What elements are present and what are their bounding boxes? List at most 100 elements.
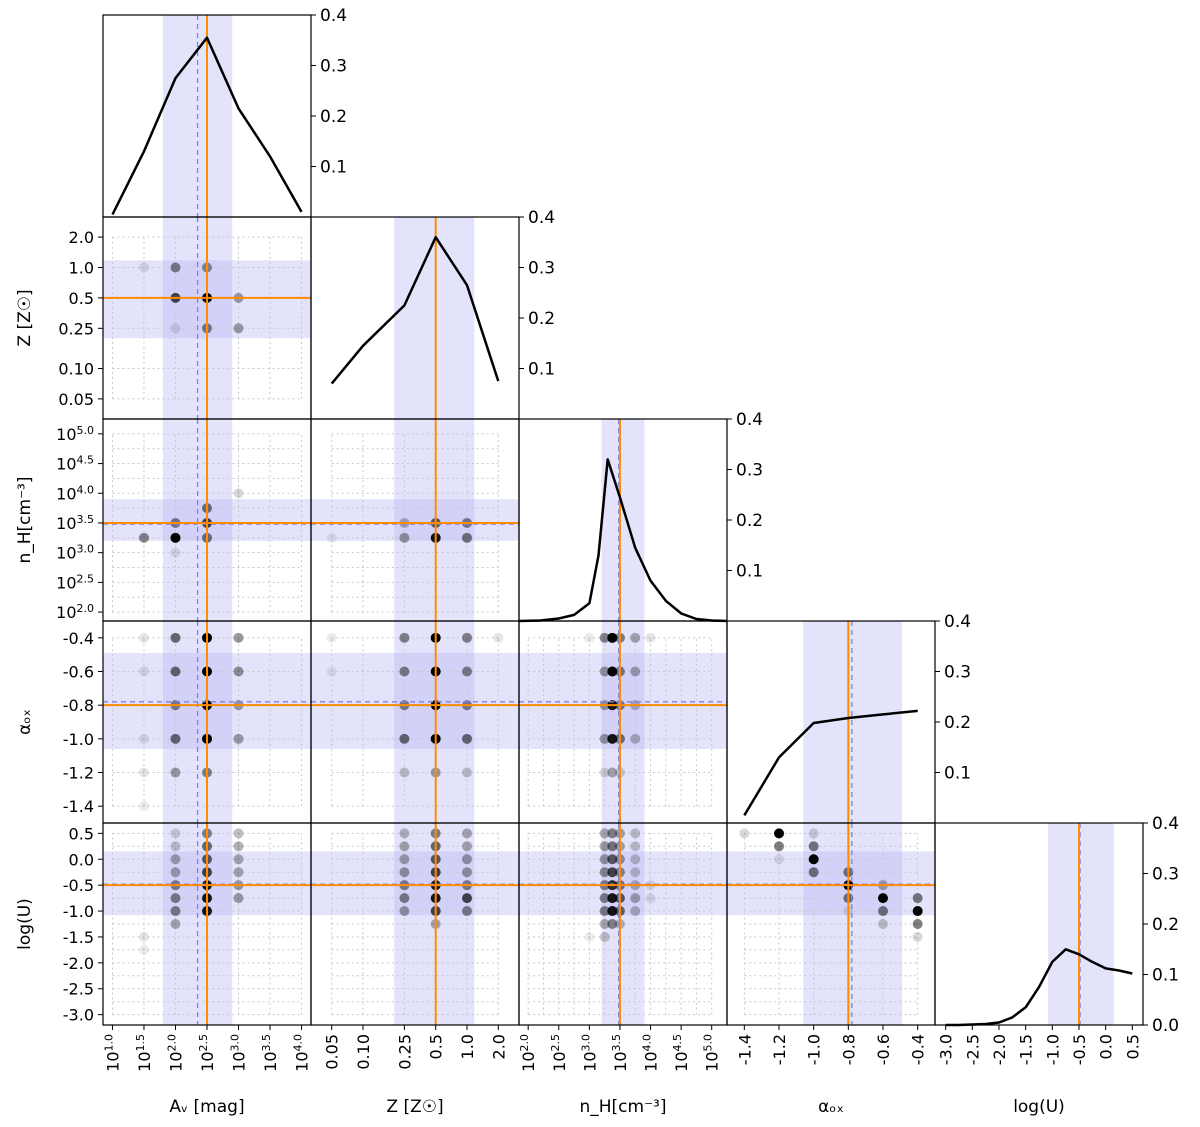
y-tick-label: -0.8 <box>63 696 94 715</box>
joint-point <box>630 893 641 904</box>
joint-point <box>233 323 244 334</box>
joint-point <box>170 919 181 929</box>
joint-point <box>462 906 472 917</box>
marginal-tick-label: 0.3 <box>1152 865 1179 885</box>
joint-point <box>170 906 181 917</box>
band-nh-aox-horizontal <box>519 652 727 749</box>
joint-point <box>233 867 244 878</box>
band-z-aox-vertical <box>394 621 475 823</box>
joint-point <box>399 632 410 643</box>
x-tick-label: 0.05 <box>323 1034 342 1070</box>
y-tick-label: 0.25 <box>58 319 94 338</box>
band-z-nh-horizontal <box>311 499 519 541</box>
y-tick-label: 102.5 <box>56 572 94 593</box>
marginal-curves <box>111 36 1133 1027</box>
joint-point <box>878 893 888 904</box>
joint-point <box>630 828 641 839</box>
estimate-lines <box>103 15 1081 1025</box>
x-tick-label: -2.5 <box>963 1034 982 1065</box>
x-tick-label: 103.5 <box>609 1034 630 1072</box>
joint-point <box>170 632 181 643</box>
x-tick-label: 103.0 <box>228 1034 249 1072</box>
x-tick-label: 0.25 <box>395 1034 414 1070</box>
band-marginal-logu <box>1048 823 1114 1025</box>
joint-point <box>399 828 410 839</box>
joint-point <box>630 854 641 865</box>
x-tick-label: -2.0 <box>990 1034 1009 1065</box>
joint-point <box>399 893 410 904</box>
y-tick-label: 0.10 <box>58 360 94 379</box>
x-tick-label: 104.0 <box>640 1034 661 1072</box>
joint-point <box>599 828 610 839</box>
marginal-tick-label: 0.3 <box>944 663 971 683</box>
marginal-tick-label: 0.1 <box>1152 966 1179 986</box>
joint-point <box>599 931 610 942</box>
joint-point <box>170 767 181 778</box>
joint-point <box>138 767 149 778</box>
x-tick-label: 0.10 <box>354 1034 373 1070</box>
joint-point <box>599 767 610 778</box>
joint-point <box>233 893 244 904</box>
joint-point <box>878 906 888 917</box>
x-tick-label: 102.0 <box>165 1034 186 1072</box>
joint-point <box>607 867 618 878</box>
joint-point <box>170 262 181 273</box>
joint-point <box>599 867 610 878</box>
marginal-tick-label: 0.1 <box>944 764 971 784</box>
joint-point <box>808 854 819 865</box>
joint-point <box>170 867 181 878</box>
joint-point <box>326 532 337 543</box>
x-tick-label: 103.0 <box>579 1034 600 1072</box>
marginal-tick-label: 0.2 <box>320 107 347 127</box>
y-axis-label-logu: log(U) <box>15 898 35 950</box>
y-tick-label: 104.5 <box>56 453 94 474</box>
joint-point <box>138 733 149 744</box>
marginal-tick-label: 0.2 <box>944 713 971 733</box>
joint-point <box>599 632 610 643</box>
y-tick-label: -0.6 <box>63 663 94 682</box>
joint-point <box>599 733 610 744</box>
x-tick-label: -0.5 <box>1070 1034 1089 1065</box>
joint-point <box>399 767 410 778</box>
joint-point <box>462 532 472 543</box>
x-tick-label: 104.0 <box>291 1034 312 1072</box>
joint-point <box>399 854 410 865</box>
joint-point <box>399 666 410 677</box>
joint-point <box>630 841 641 852</box>
joint-point <box>607 906 618 917</box>
x-tick-label: -0.8 <box>839 1034 858 1065</box>
joint-point <box>170 547 181 558</box>
joint-point <box>138 801 149 812</box>
joint-point <box>607 919 618 929</box>
joint-point <box>630 867 641 878</box>
x-tick-label: 102.0 <box>518 1034 539 1072</box>
y-tick-label: -1.4 <box>63 797 94 816</box>
x-tick-label: -1.5 <box>1017 1034 1036 1065</box>
joint-point <box>774 841 784 852</box>
x-axis-label-av: Aᵥ [mag] <box>169 1097 244 1117</box>
joint-point <box>326 666 337 677</box>
joint-point <box>170 666 181 677</box>
joint-point <box>607 841 618 852</box>
marginal-tick-label: 0.1 <box>528 360 555 380</box>
marginal-tick-label: 0.2 <box>528 309 555 329</box>
x-axis-label-nh: n_H[cm⁻³] <box>579 1097 666 1117</box>
y-tick-label: -3.0 <box>63 1006 94 1025</box>
joint-point <box>138 944 149 955</box>
marginal-curve-aox <box>743 709 918 817</box>
y-tick-label: 105.0 <box>56 423 94 444</box>
axis-labels: Z [Z☉] n_H[cm⁻³] αₒₓ log(U) Aᵥ [mag] Z [Z☉] n_… <box>15 289 1065 1117</box>
joint-point <box>878 919 888 929</box>
marginal-tick-label: 0.3 <box>736 461 763 481</box>
joint-point <box>399 532 410 543</box>
y-tick-label: 0.0 <box>69 850 94 869</box>
joint-point <box>233 488 244 499</box>
y-tick-label: 103.0 <box>56 542 94 563</box>
joint-point <box>739 828 750 839</box>
joint-point <box>599 854 610 865</box>
joint-point <box>462 828 472 839</box>
x-tick-label: 105.0 <box>701 1034 722 1072</box>
joint-point <box>607 733 618 744</box>
x-tick-label: 101.0 <box>102 1034 123 1072</box>
joint-point <box>170 893 181 904</box>
